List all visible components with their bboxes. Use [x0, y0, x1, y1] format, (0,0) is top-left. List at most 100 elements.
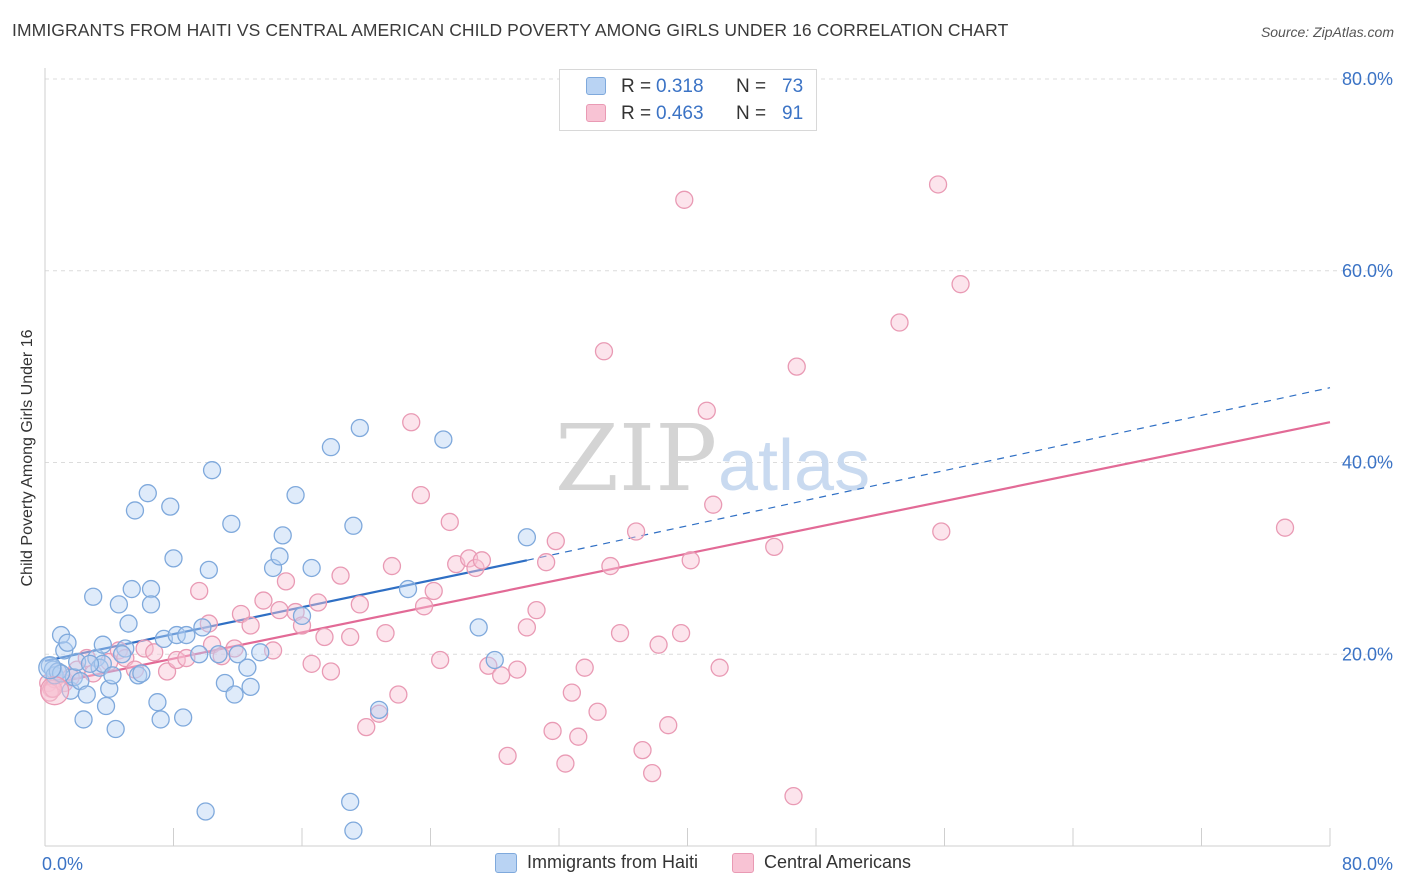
haiti-point: [238, 658, 257, 677]
central-americans-point: [784, 786, 803, 806]
central-americans-point: [145, 643, 164, 662]
n-label: N =: [736, 103, 767, 124]
central-americans-point: [270, 600, 289, 620]
central-americans-point: [626, 522, 646, 541]
haiti-point: [141, 579, 161, 599]
central-americans-point: [543, 721, 562, 741]
central-americans-point: [350, 595, 369, 614]
haiti-point: [341, 792, 360, 812]
haiti-point: [469, 618, 488, 637]
haiti-point: [116, 639, 135, 658]
haiti-point: [93, 635, 112, 654]
r-label: R =: [621, 103, 652, 124]
gridlines: [45, 78, 1392, 655]
central-americans-point: [575, 658, 594, 677]
axes: [44, 68, 1331, 847]
x-tick-label: 80.0%: [1342, 854, 1393, 874]
haiti-point: [209, 645, 228, 664]
central-americans-point: [517, 618, 537, 637]
haiti-point: [434, 430, 453, 449]
haiti-point: [199, 560, 218, 580]
haiti-point: [350, 418, 369, 438]
central-americans-point: [414, 597, 434, 616]
legend-row-central-americans: R = 0.463 N = 91: [586, 101, 803, 127]
legend-item-central-americans[interactable]: Central Americans: [731, 852, 912, 873]
central-americans-point: [610, 624, 630, 643]
haiti-point: [129, 666, 148, 685]
watermark-zip: ZIP: [555, 405, 717, 512]
central-americans-point: [710, 658, 729, 677]
haiti-point: [517, 528, 537, 547]
data-points: [38, 175, 1295, 840]
haiti-point: [106, 719, 125, 739]
haiti-point: [302, 558, 321, 578]
haiti-point: [222, 514, 241, 534]
legend-swatch-haiti: [494, 852, 517, 873]
central-americans-point: [321, 662, 341, 681]
n-label: N =: [736, 76, 767, 97]
y-tick-label: 80.0%: [1342, 69, 1393, 89]
r-value: 0.318: [656, 76, 704, 97]
central-americans-point: [659, 716, 678, 735]
haiti-point: [112, 645, 132, 664]
haiti-point: [141, 595, 161, 614]
central-americans-point: [315, 627, 334, 647]
central-americans-point: [389, 685, 408, 704]
central-americans-point: [556, 754, 575, 773]
legend-swatch-haiti: [586, 77, 606, 95]
y-tick-label: 40.0%: [1342, 453, 1393, 473]
central-americans-point: [241, 616, 260, 635]
central-americans-point: [643, 763, 662, 783]
haiti-point: [167, 625, 186, 645]
central-americans-point: [671, 624, 691, 643]
central-americans-point: [411, 485, 431, 505]
central-americans-point: [951, 275, 970, 294]
haiti-point: [96, 696, 116, 716]
central-americans-point: [588, 702, 607, 721]
haiti-point: [225, 685, 244, 704]
haiti-point: [286, 485, 305, 505]
haiti-point: [161, 497, 180, 516]
central-americans-point: [649, 635, 668, 654]
central-americans-point: [302, 654, 321, 673]
central-americans-point: [308, 593, 328, 612]
legend-item-haiti[interactable]: Immigrants from Haiti: [494, 852, 698, 873]
central-americans-point: [492, 666, 511, 685]
central-americans-point: [765, 537, 784, 557]
haiti-point: [369, 700, 389, 720]
haiti-point: [173, 708, 193, 727]
central-americans-point: [225, 639, 244, 658]
haiti-point: [251, 643, 270, 662]
central-americans-point: [562, 683, 581, 702]
haiti-point: [292, 606, 312, 626]
r-label: R =: [621, 76, 652, 97]
haiti-point: [122, 579, 141, 599]
haiti-point: [38, 656, 62, 680]
haiti-point: [151, 710, 170, 729]
y-tick-label: 60.0%: [1342, 261, 1393, 281]
haiti-point: [321, 438, 341, 457]
central-americans-point: [341, 627, 360, 647]
central-americans-point: [254, 591, 273, 610]
haiti-point: [202, 461, 222, 480]
haiti-point: [164, 549, 183, 568]
haiti-point: [190, 645, 209, 664]
haiti-point: [77, 685, 96, 704]
central-americans-point: [601, 556, 620, 576]
haiti-point: [58, 633, 77, 652]
watermark: ZIP atlas: [555, 405, 870, 512]
central-americans-point: [276, 572, 296, 591]
central-americans-point: [704, 495, 723, 514]
central-americans-point: [77, 648, 96, 668]
source-note: Source: ZipAtlas.com: [1260, 24, 1394, 40]
central-americans-point: [424, 581, 443, 601]
haiti-point: [241, 677, 260, 696]
legend-label-central-americans: Central Americans: [763, 852, 912, 872]
haiti-point: [344, 516, 363, 535]
haiti-point: [132, 664, 151, 683]
haiti-point: [80, 654, 100, 673]
x-tick-label: 0.0%: [42, 854, 83, 874]
central-americans-point: [890, 313, 909, 332]
central-americans-point: [508, 660, 527, 679]
central-americans-point: [190, 581, 209, 601]
